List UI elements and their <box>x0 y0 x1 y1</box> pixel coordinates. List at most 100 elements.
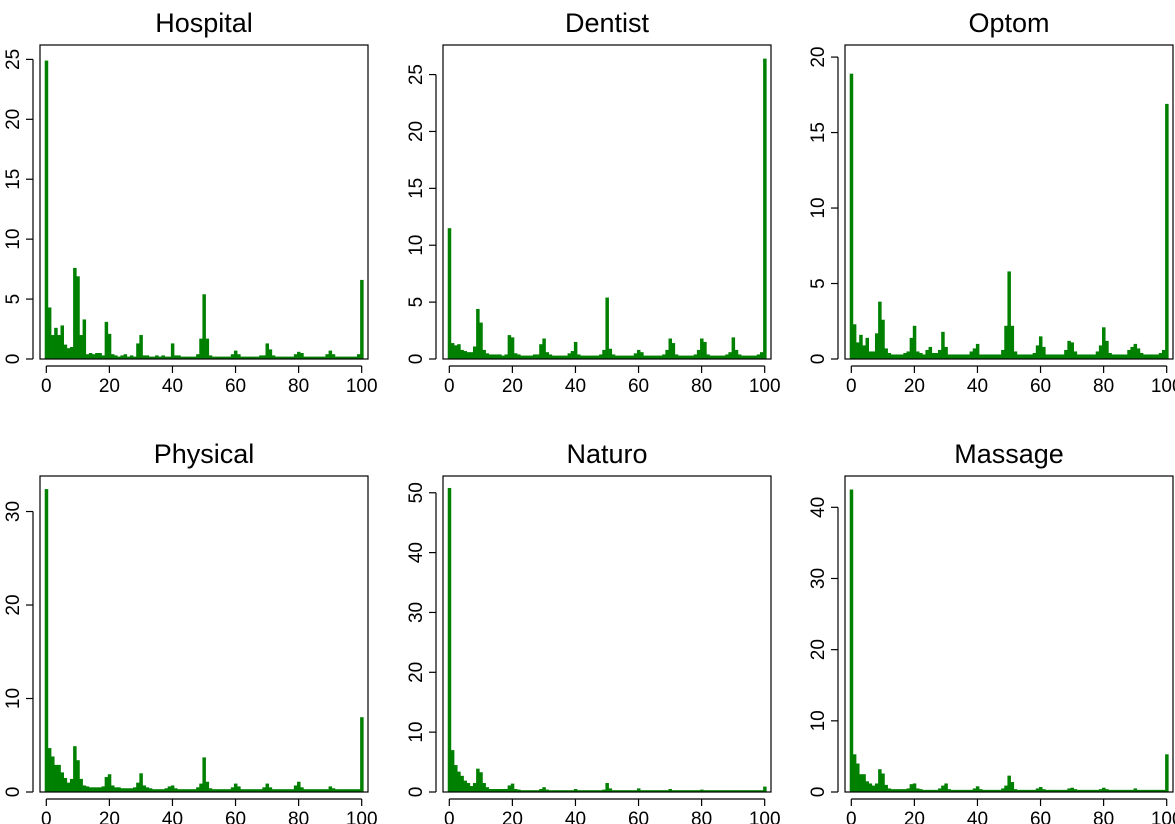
histogram-bar <box>356 354 361 359</box>
histogram-bar <box>759 352 764 359</box>
histogram-bar <box>734 790 739 792</box>
y-tick-label: 40 <box>808 497 829 518</box>
histogram-bar <box>1048 789 1052 792</box>
histogram-bar <box>457 771 461 792</box>
histogram-bar <box>177 789 181 792</box>
histogram-bar <box>161 355 165 359</box>
histogram-bar <box>322 356 326 359</box>
histogram-bar <box>655 355 660 359</box>
histogram-bar <box>249 356 254 359</box>
histogram-bar <box>982 789 986 792</box>
histogram-bar <box>712 355 717 359</box>
histogram-bar <box>715 790 720 792</box>
histogram-bar <box>938 349 942 359</box>
histogram-bar <box>725 354 729 359</box>
histogram-bar <box>763 58 767 360</box>
histogram-bar <box>1152 789 1156 792</box>
panel-optom: Optom 0 20 40 60 80 100 0 5 10 15 20 <box>808 8 1175 397</box>
histogram-bar <box>972 348 977 359</box>
histogram-bar <box>202 294 206 359</box>
histogram-bar <box>1051 789 1056 792</box>
histogram-bar <box>189 789 194 792</box>
histogram-bar <box>868 351 873 359</box>
histogram-bar <box>737 354 742 359</box>
histogram-bar <box>63 777 68 792</box>
histogram-bar <box>856 342 860 359</box>
x-tick-label: 60 <box>225 809 246 824</box>
histogram-bar <box>303 789 307 792</box>
histogram-bar <box>293 785 298 792</box>
histogram-bar <box>909 337 914 359</box>
histogram-bar <box>1089 789 1093 792</box>
x-tick-label: 60 <box>628 376 649 397</box>
histogram-bar <box>224 356 228 359</box>
y-tick-label: 5 <box>808 278 829 289</box>
histogram-bar <box>208 788 213 792</box>
histogram-bar <box>306 356 310 359</box>
x-tick-label: 80 <box>691 376 712 397</box>
histogram-bar <box>1114 354 1119 359</box>
histogram-bar <box>953 354 958 359</box>
histogram-bar <box>101 786 105 792</box>
histogram-bar <box>44 60 49 359</box>
histogram-bar <box>79 335 83 359</box>
histogram-bar <box>199 783 203 792</box>
histogram-bar <box>988 789 992 792</box>
histogram-bar <box>350 356 355 359</box>
histogram-bar <box>646 355 650 359</box>
histogram-bar <box>1111 354 1115 359</box>
histogram-bar <box>627 790 631 792</box>
histogram-bar <box>136 343 140 359</box>
histogram-bar <box>281 789 285 792</box>
histogram-bar <box>655 790 660 792</box>
histogram-bar <box>906 788 910 792</box>
histogram-bar <box>1146 789 1150 792</box>
histogram-bar <box>297 351 301 359</box>
histogram-bar <box>136 782 140 792</box>
histogram-bar <box>529 790 534 792</box>
histogram-bar <box>737 790 742 792</box>
histogram-bar <box>1117 789 1122 792</box>
histogram-bar <box>88 353 93 359</box>
histogram-bar <box>1158 352 1163 359</box>
histogram-bar <box>312 356 317 359</box>
histogram-bar <box>640 352 644 359</box>
histogram-bar <box>218 356 222 359</box>
histogram-bar <box>627 355 631 359</box>
histogram-bar <box>73 267 77 359</box>
histogram-bar <box>469 352 474 359</box>
histogram-bar <box>577 354 581 359</box>
histogram-bar <box>690 790 695 792</box>
histogram-bar <box>1108 789 1112 792</box>
histogram-bar <box>306 789 310 792</box>
histogram-bar <box>278 789 282 792</box>
histogram-bar <box>79 778 83 792</box>
histogram-bar <box>731 337 736 359</box>
histogram-bar <box>331 354 336 359</box>
plot-frame <box>39 475 369 793</box>
histogram-bar <box>687 790 691 792</box>
histogram-bar <box>1067 340 1071 359</box>
x-tick-label: 80 <box>1093 809 1114 824</box>
histogram-bar <box>551 790 556 792</box>
histogram-bar <box>931 352 936 359</box>
histogram-bar <box>95 353 99 359</box>
histogram-bar <box>586 790 590 792</box>
histogram-bar <box>495 354 499 359</box>
histogram-bar <box>608 348 613 359</box>
histogram-bar <box>183 789 187 792</box>
histogram-bar <box>874 783 879 792</box>
histogram-bar <box>956 789 961 792</box>
histogram-bar <box>890 354 895 359</box>
histogram-bar <box>268 787 273 792</box>
histogram-bar <box>1102 787 1106 792</box>
histogram-bar <box>611 354 616 359</box>
histogram-bar <box>1061 354 1065 359</box>
histogram-bar <box>859 334 863 359</box>
histogram-bar <box>51 335 55 359</box>
y-tick-label: 20 <box>3 594 24 615</box>
histogram-bar <box>268 349 273 359</box>
histogram-bar <box>243 789 247 792</box>
y-tick-label: 20 <box>406 662 427 683</box>
histogram-bar <box>360 279 364 359</box>
